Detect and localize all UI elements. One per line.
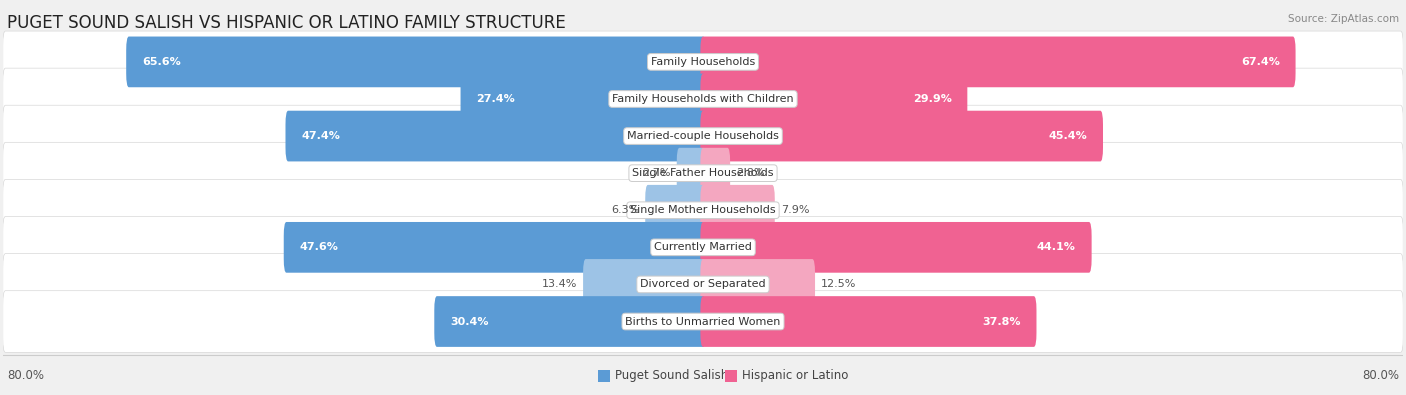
Text: Puget Sound Salish: Puget Sound Salish	[614, 369, 728, 382]
Text: 47.4%: 47.4%	[301, 131, 340, 141]
Text: 80.0%: 80.0%	[7, 369, 44, 382]
FancyBboxPatch shape	[645, 185, 706, 235]
Text: 47.6%: 47.6%	[299, 243, 339, 252]
Text: Source: ZipAtlas.com: Source: ZipAtlas.com	[1288, 14, 1399, 24]
Text: Single Mother Households: Single Mother Households	[630, 205, 776, 215]
FancyBboxPatch shape	[3, 254, 1403, 315]
FancyBboxPatch shape	[700, 222, 1091, 273]
FancyBboxPatch shape	[127, 36, 706, 87]
FancyBboxPatch shape	[700, 185, 775, 235]
Text: Family Households: Family Households	[651, 57, 755, 67]
FancyBboxPatch shape	[461, 73, 706, 124]
FancyBboxPatch shape	[3, 216, 1403, 278]
Text: 6.3%: 6.3%	[610, 205, 640, 215]
Text: PUGET SOUND SALISH VS HISPANIC OR LATINO FAMILY STRUCTURE: PUGET SOUND SALISH VS HISPANIC OR LATINO…	[7, 14, 565, 32]
Text: Currently Married: Currently Married	[654, 243, 752, 252]
Text: 45.4%: 45.4%	[1049, 131, 1087, 141]
Text: 67.4%: 67.4%	[1241, 57, 1279, 67]
FancyBboxPatch shape	[3, 68, 1403, 130]
Text: 27.4%: 27.4%	[477, 94, 515, 104]
Text: 29.9%: 29.9%	[912, 94, 952, 104]
Text: 80.0%: 80.0%	[1362, 369, 1399, 382]
Text: 37.8%: 37.8%	[983, 316, 1021, 327]
Text: 30.4%: 30.4%	[450, 316, 488, 327]
Text: 7.9%: 7.9%	[780, 205, 810, 215]
FancyBboxPatch shape	[583, 259, 706, 310]
FancyBboxPatch shape	[3, 31, 1403, 93]
Text: Births to Unmarried Women: Births to Unmarried Women	[626, 316, 780, 327]
FancyBboxPatch shape	[284, 222, 706, 273]
FancyBboxPatch shape	[700, 296, 1036, 347]
Text: Hispanic or Latino: Hispanic or Latino	[741, 369, 848, 382]
FancyBboxPatch shape	[700, 111, 1102, 162]
Text: 2.8%: 2.8%	[737, 168, 765, 178]
FancyBboxPatch shape	[285, 111, 706, 162]
Text: 65.6%: 65.6%	[142, 57, 181, 67]
FancyBboxPatch shape	[725, 369, 737, 382]
Text: 13.4%: 13.4%	[541, 279, 576, 290]
FancyBboxPatch shape	[3, 105, 1403, 167]
FancyBboxPatch shape	[598, 369, 610, 382]
Text: Divorced or Separated: Divorced or Separated	[640, 279, 766, 290]
FancyBboxPatch shape	[676, 148, 706, 199]
FancyBboxPatch shape	[3, 179, 1403, 241]
FancyBboxPatch shape	[700, 73, 967, 124]
Text: Married-couple Households: Married-couple Households	[627, 131, 779, 141]
FancyBboxPatch shape	[700, 259, 815, 310]
Text: 12.5%: 12.5%	[821, 279, 856, 290]
Text: 2.7%: 2.7%	[643, 168, 671, 178]
FancyBboxPatch shape	[700, 148, 730, 199]
FancyBboxPatch shape	[3, 291, 1403, 352]
Text: Family Households with Children: Family Households with Children	[612, 94, 794, 104]
Text: Single Father Households: Single Father Households	[633, 168, 773, 178]
FancyBboxPatch shape	[434, 296, 706, 347]
Text: 44.1%: 44.1%	[1038, 243, 1076, 252]
FancyBboxPatch shape	[700, 36, 1295, 87]
FancyBboxPatch shape	[3, 142, 1403, 204]
